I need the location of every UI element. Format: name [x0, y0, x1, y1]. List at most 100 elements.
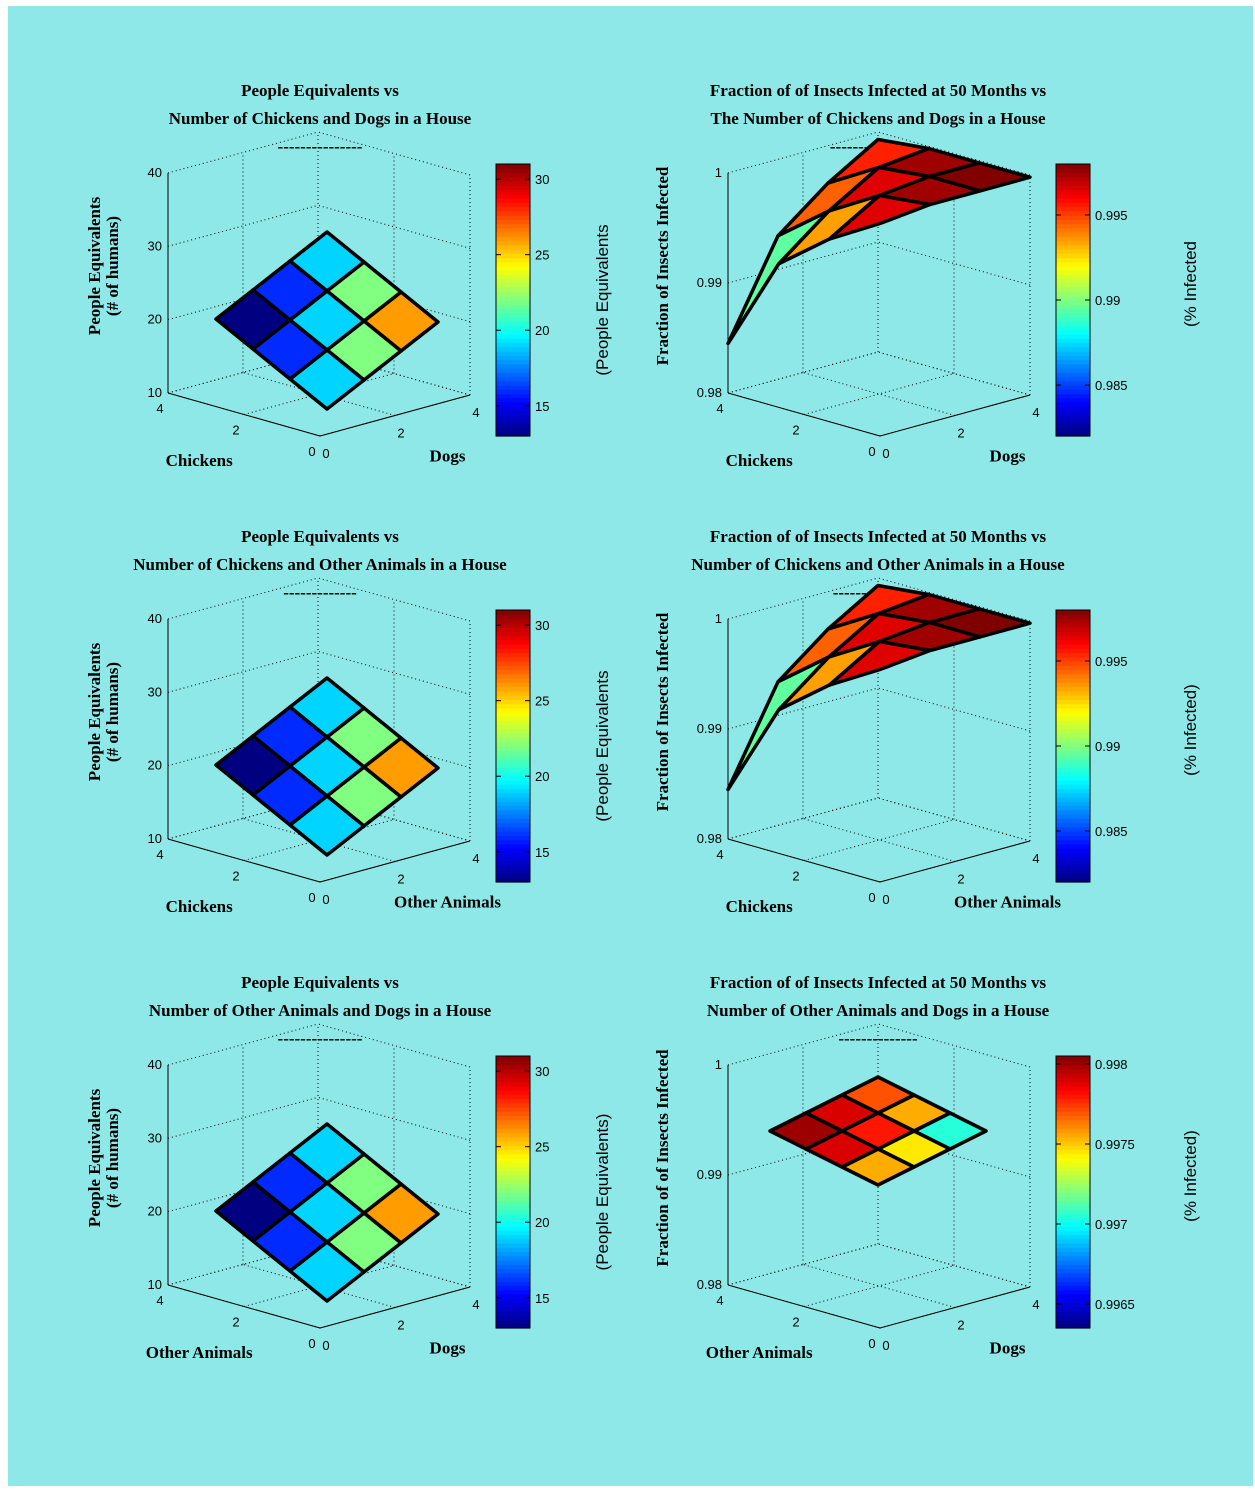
colorbar-band — [1056, 631, 1090, 637]
surface-cell — [214, 288, 292, 351]
colorbar-band — [496, 780, 530, 785]
colorbar-band — [1056, 1064, 1090, 1070]
colorbar-band — [1056, 848, 1090, 853]
colorbar-band — [1056, 686, 1090, 692]
colorbar-label: (% Infected — [1181, 241, 1200, 327]
x-tick-label: 0 — [322, 446, 329, 461]
colorbar-band — [496, 232, 530, 237]
colorbar-band — [496, 1170, 530, 1176]
z-axis-label: People Equivalents — [85, 1088, 104, 1227]
colorbar-band — [496, 291, 530, 297]
colorbar-band — [1056, 232, 1090, 237]
colorbar-band — [1056, 1081, 1090, 1087]
colorbar-band — [496, 1319, 530, 1325]
chart-title-line: People Equivalents vs — [241, 81, 399, 100]
colorbar-band — [496, 227, 530, 233]
colorbar-band — [1056, 873, 1090, 879]
z-axis-label: (# of humans) — [103, 662, 122, 762]
colorbar-band — [496, 852, 530, 858]
x-tick-label: 4 — [472, 1297, 479, 1312]
colorbar-band — [1056, 410, 1090, 416]
y-tick-label: 4 — [156, 847, 163, 862]
colorbar-band — [496, 656, 530, 662]
y-axis-line — [167, 1284, 321, 1329]
y-axis-label: Other Animals — [706, 1343, 813, 1362]
colorbar-band — [1056, 767, 1090, 773]
surface — [768, 1075, 988, 1187]
colorbar-tick-label: 25 — [535, 694, 549, 709]
colorbar-band — [496, 801, 530, 807]
colorbar-band — [496, 865, 530, 870]
colorbar-tick-label: 30 — [535, 618, 549, 633]
colorbar-band — [1056, 729, 1090, 734]
colorbar-band — [496, 1085, 530, 1091]
z-tick-label: 0.98 — [697, 385, 722, 400]
colorbar-band — [496, 1102, 530, 1108]
y-tick-label: 0 — [868, 444, 875, 459]
colorbar-band — [1056, 1221, 1090, 1227]
colorbar-band — [496, 1141, 530, 1146]
colorbar-band — [496, 1311, 530, 1316]
colorbar-band — [1056, 1209, 1090, 1214]
colorbar-band — [496, 249, 530, 254]
x-axis-label: Other Animals — [954, 892, 1061, 911]
x-tick-label: 2 — [957, 872, 964, 887]
colorbar-band — [496, 1289, 530, 1295]
colorbar-band — [1056, 678, 1090, 683]
chart-title-line: Number of Chickens and Dogs in a House — [169, 109, 472, 128]
colorbar-band — [496, 215, 530, 220]
colorbar-band — [1056, 168, 1090, 174]
colorbar-band — [1056, 164, 1090, 169]
colorbar-band — [496, 809, 530, 815]
colorbar-band — [496, 877, 530, 883]
colorbar-band — [1056, 656, 1090, 662]
colorbar-band — [1056, 189, 1090, 195]
x-tick-label: 4 — [1032, 405, 1039, 420]
y-axis-label: Other Animals — [146, 1343, 253, 1362]
colorbar-band — [1056, 393, 1090, 399]
colorbar-band — [496, 1234, 530, 1240]
chart-title-line: Fraction of of Insects Infected at 50 Mo… — [710, 527, 1047, 546]
chart-title-underline: --------------- — [278, 1029, 363, 1048]
colorbar-band — [1056, 338, 1090, 344]
colorbar-band — [496, 1166, 530, 1172]
colorbar-band — [496, 1247, 530, 1253]
grid-line — [802, 818, 956, 862]
colorbar-band — [1056, 652, 1090, 658]
colorbar-band — [1056, 414, 1090, 420]
colorbar-band — [496, 1260, 530, 1265]
colorbar-band — [1056, 342, 1090, 348]
colorbar-band — [496, 1200, 530, 1206]
colorbar-band — [496, 1077, 530, 1083]
colorbar-band — [496, 741, 530, 747]
colorbar-band — [496, 1119, 530, 1125]
colorbar-band — [496, 767, 530, 773]
y-tick-label: 2 — [232, 869, 239, 884]
subplot-frac-chickens-dogs: Fraction of of Insects Infected at 50 Mo… — [653, 81, 1200, 470]
colorbar-band — [496, 695, 530, 700]
colorbar-band — [1056, 372, 1090, 378]
colorbar-band — [1056, 758, 1090, 764]
z-axis-label: Fraction of Insects Infected — [653, 612, 672, 811]
colorbar-band — [1056, 266, 1090, 271]
colorbar-band — [496, 1230, 530, 1236]
colorbar-band — [496, 176, 530, 182]
surface — [214, 676, 440, 857]
colorbar-band — [496, 236, 530, 242]
colorbar-band — [1056, 1230, 1090, 1236]
colorbar-band — [1056, 1272, 1090, 1278]
colorbar-band — [1056, 206, 1090, 212]
colorbar-band — [1056, 300, 1090, 305]
colorbar-band — [496, 210, 530, 216]
colorbar-band — [496, 699, 530, 705]
colorbar-band — [1056, 707, 1090, 713]
colorbar-band — [1056, 635, 1090, 641]
colorbar-band — [496, 406, 530, 412]
colorbar-band — [496, 402, 530, 407]
colorbar-band — [1056, 1319, 1090, 1325]
colorbar-label: (% Infected) — [1181, 684, 1200, 776]
colorbar-band — [496, 1132, 530, 1138]
colorbar-band — [496, 635, 530, 641]
y-tick-label: 0 — [308, 444, 315, 459]
z-axis-label: Fraction of Insects Infected — [653, 166, 672, 365]
